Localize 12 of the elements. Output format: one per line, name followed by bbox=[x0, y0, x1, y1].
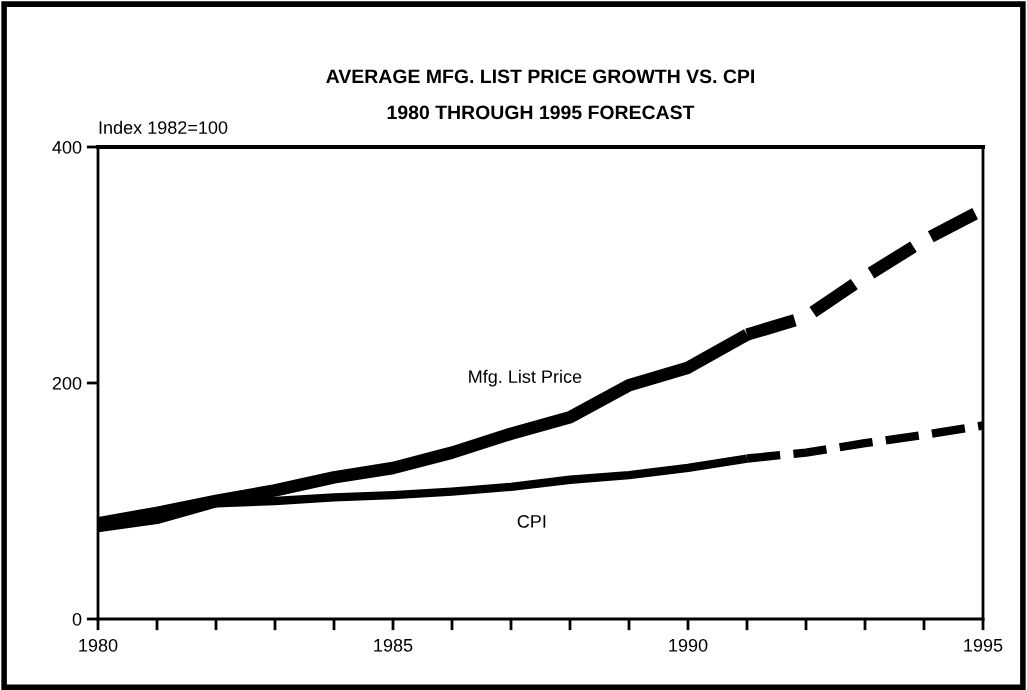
y-tick-label: 200 bbox=[52, 376, 82, 390]
x-tick-label: 1995 bbox=[964, 638, 1003, 652]
chart-title: AVERAGE MFG. LIST PRICE GROWTH VS. CPI bbox=[326, 69, 754, 84]
x-tick-label: 1985 bbox=[374, 638, 413, 652]
x-tick-label: 1980 bbox=[79, 638, 118, 652]
x-tick-label: 1990 bbox=[669, 638, 708, 652]
series-label: Mfg. List Price bbox=[469, 369, 582, 387]
chart-subtitle: 1980 THROUGH 1995 FORECAST bbox=[387, 105, 695, 120]
y-tick-label: 0 bbox=[72, 612, 82, 626]
y-axis-title: Index 1982=100 bbox=[99, 120, 228, 134]
y-tick-label: 400 bbox=[52, 140, 82, 154]
series-label: CPI bbox=[517, 515, 546, 528]
